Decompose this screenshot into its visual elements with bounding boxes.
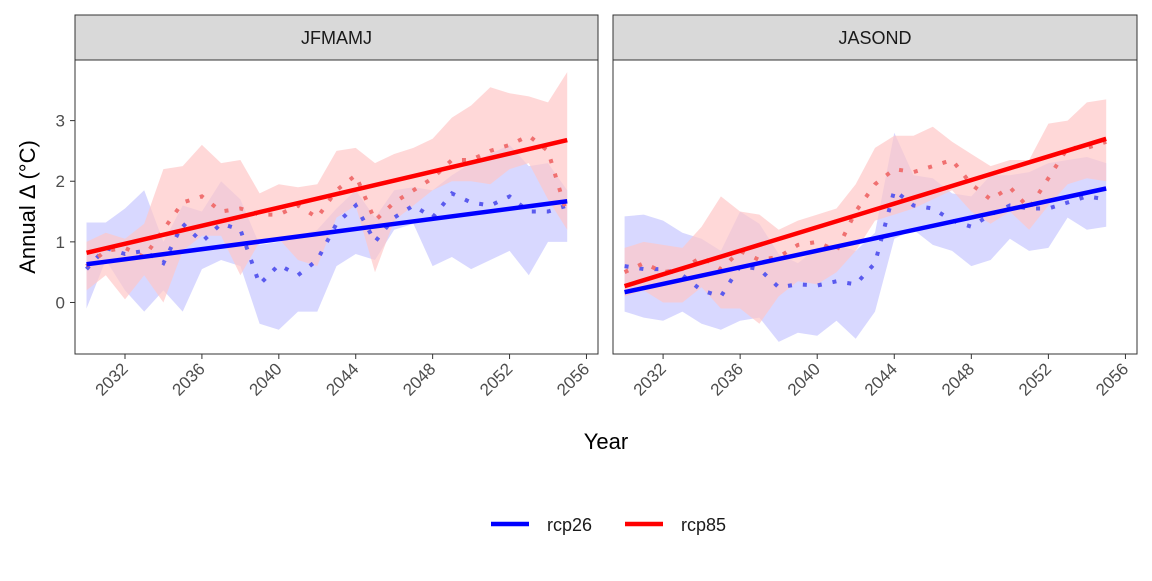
rcp85-trend-line	[623, 136, 1107, 289]
x-tick-label: 2048	[938, 359, 978, 399]
x-tick-label: 2032	[630, 359, 670, 399]
panel-jfmamj: JFMAMJ 2032 2036 2040 2044 2048 2052 2056 0 1 2 3	[56, 14, 599, 400]
x-tick-label: 2052	[476, 359, 516, 399]
x-tick-label: 2036	[169, 359, 209, 399]
x-tick-label: 2040	[245, 359, 285, 399]
x-tick-label: 2056	[1092, 359, 1132, 399]
facet-strip-label: JFMAMJ	[301, 28, 372, 48]
x-tick-label: 2048	[399, 359, 439, 399]
legend-label: rcp85	[681, 515, 726, 535]
x-tick-label: 2032	[92, 359, 132, 399]
plot-area	[623, 99, 1107, 342]
x-tick-label: 2056	[553, 359, 593, 399]
rcp26-trend-line	[624, 186, 1107, 295]
facet-strip	[612, 14, 1138, 61]
x-tick-label: 2044	[322, 359, 362, 399]
x-tick-label: 2040	[784, 359, 824, 399]
y-axis-title: Annual Δ (°C)	[15, 140, 40, 274]
x-tick-label: 2036	[707, 359, 747, 399]
rcp26-trend-line	[86, 199, 568, 267]
rcp26-mean-dotted-line	[85, 190, 568, 288]
y-tick-label: 0	[56, 293, 65, 312]
legend-item-rcp85: rcp85	[625, 515, 726, 535]
y-tick-label: 2	[56, 172, 65, 191]
rcp85-trend-line	[86, 137, 568, 255]
panel-jasond: JASOND 2032 2036 2040 2044 2048 2052 2056	[612, 14, 1138, 400]
legend-item-rcp26: rcp26	[491, 515, 592, 535]
panel-border	[612, 59, 1138, 355]
legend: rcp26 rcp85	[491, 515, 726, 535]
facet-strip-label: JASOND	[838, 28, 911, 48]
x-tick-label: 2052	[1015, 359, 1055, 399]
plot-area	[85, 72, 570, 330]
x-axis-title: Year	[584, 429, 628, 454]
y-tick-label: 3	[56, 112, 65, 131]
rcp85-range-band	[86, 72, 568, 303]
x-tick-label: 2044	[861, 359, 901, 399]
panel-border	[74, 59, 599, 355]
y-tick-label: 1	[56, 233, 65, 252]
facet-strip	[74, 14, 599, 61]
panels-group: JFMAMJ 2032 2036 2040 2044 2048 2052 2056 0 1 2 3 JA…	[56, 14, 1138, 400]
legend-label: rcp26	[547, 515, 592, 535]
